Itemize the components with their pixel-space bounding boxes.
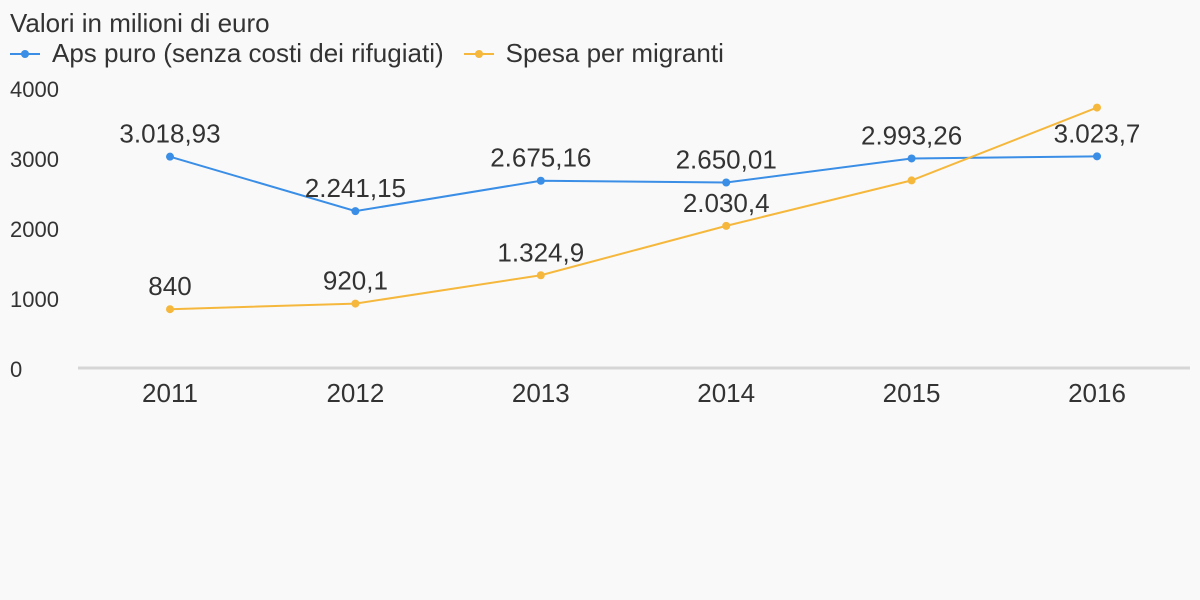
- data-point-1-1[interactable]: [351, 299, 360, 308]
- data-label-1-2: 1.324,9: [497, 237, 584, 267]
- data-label-0-4: 2.993,26: [861, 120, 962, 150]
- x-tick-label-2013: 2013: [512, 378, 570, 408]
- x-tick-label-2012: 2012: [326, 378, 384, 408]
- data-point-1-4[interactable]: [907, 176, 916, 185]
- series-layer: [166, 103, 1101, 314]
- data-label-0-1: 2.241,15: [305, 173, 406, 203]
- data-point-1-3[interactable]: [722, 221, 731, 230]
- data-point-0-4[interactable]: [907, 154, 916, 163]
- x-tick-label-2011: 2011: [142, 378, 198, 408]
- data-point-0-5[interactable]: [1093, 152, 1101, 161]
- data-labels: 3.018,93 2.241,15 2.675,16 2.650,01 2.993,26…: [119, 118, 1140, 301]
- data-point-1-2[interactable]: [536, 271, 545, 280]
- y-axis-ticks: 0 1000 2000 3000 4000: [10, 77, 59, 382]
- legend-item-aps[interactable]: Aps puro (senza costi dei rifugiati): [10, 38, 444, 69]
- legend-swatch-spesa-icon: [463, 49, 494, 58]
- y-tick-label-4000: 4000: [10, 77, 59, 102]
- data-label-1-3: 2.030,4: [683, 188, 770, 218]
- x-axis-ticks: 2011 2012 2013 2014 2015 2016: [142, 378, 1126, 408]
- data-label-0-2: 2.675,16: [490, 143, 591, 173]
- x-tick-label-2016: 2016: [1068, 378, 1126, 408]
- legend-label-aps: Aps puro (senza costi dei rifugiati): [52, 38, 444, 68]
- chart-title: Valori in milioni di euro: [10, 8, 270, 38]
- data-point-0-3[interactable]: [722, 178, 731, 187]
- data-point-1-0[interactable]: [166, 305, 174, 314]
- y-tick-label-3000: 3000: [10, 147, 59, 172]
- data-label-0-0: 3.018,93: [119, 119, 220, 149]
- data-point-0-2[interactable]: [536, 176, 545, 185]
- y-tick-label-1000: 1000: [10, 287, 59, 312]
- data-label-1-0: 840: [148, 271, 191, 301]
- series-line-0: [169, 155, 1098, 213]
- data-label-1-1: 920,1: [323, 266, 388, 296]
- data-point-0-1[interactable]: [351, 207, 360, 216]
- x-tick-label-2015: 2015: [883, 378, 941, 408]
- y-tick-label-2000: 2000: [10, 217, 59, 242]
- x-tick-label-2014: 2014: [697, 378, 755, 408]
- y-tick-label-0: 0: [10, 357, 22, 382]
- legend: Aps puro (senza costi dei rifugiati) Spe…: [10, 38, 744, 69]
- data-point-0-0[interactable]: [166, 152, 174, 161]
- legend-item-spesa[interactable]: Spesa per migranti: [463, 38, 724, 69]
- data-point-1-5[interactable]: [1093, 103, 1101, 112]
- legend-swatch-aps-icon: [10, 49, 40, 58]
- legend-label-spesa: Spesa per migranti: [505, 38, 724, 68]
- data-label-0-3: 2.650,01: [676, 144, 777, 174]
- series-line-1: [169, 106, 1098, 311]
- data-label-0-5: 3.023,7: [1054, 118, 1141, 148]
